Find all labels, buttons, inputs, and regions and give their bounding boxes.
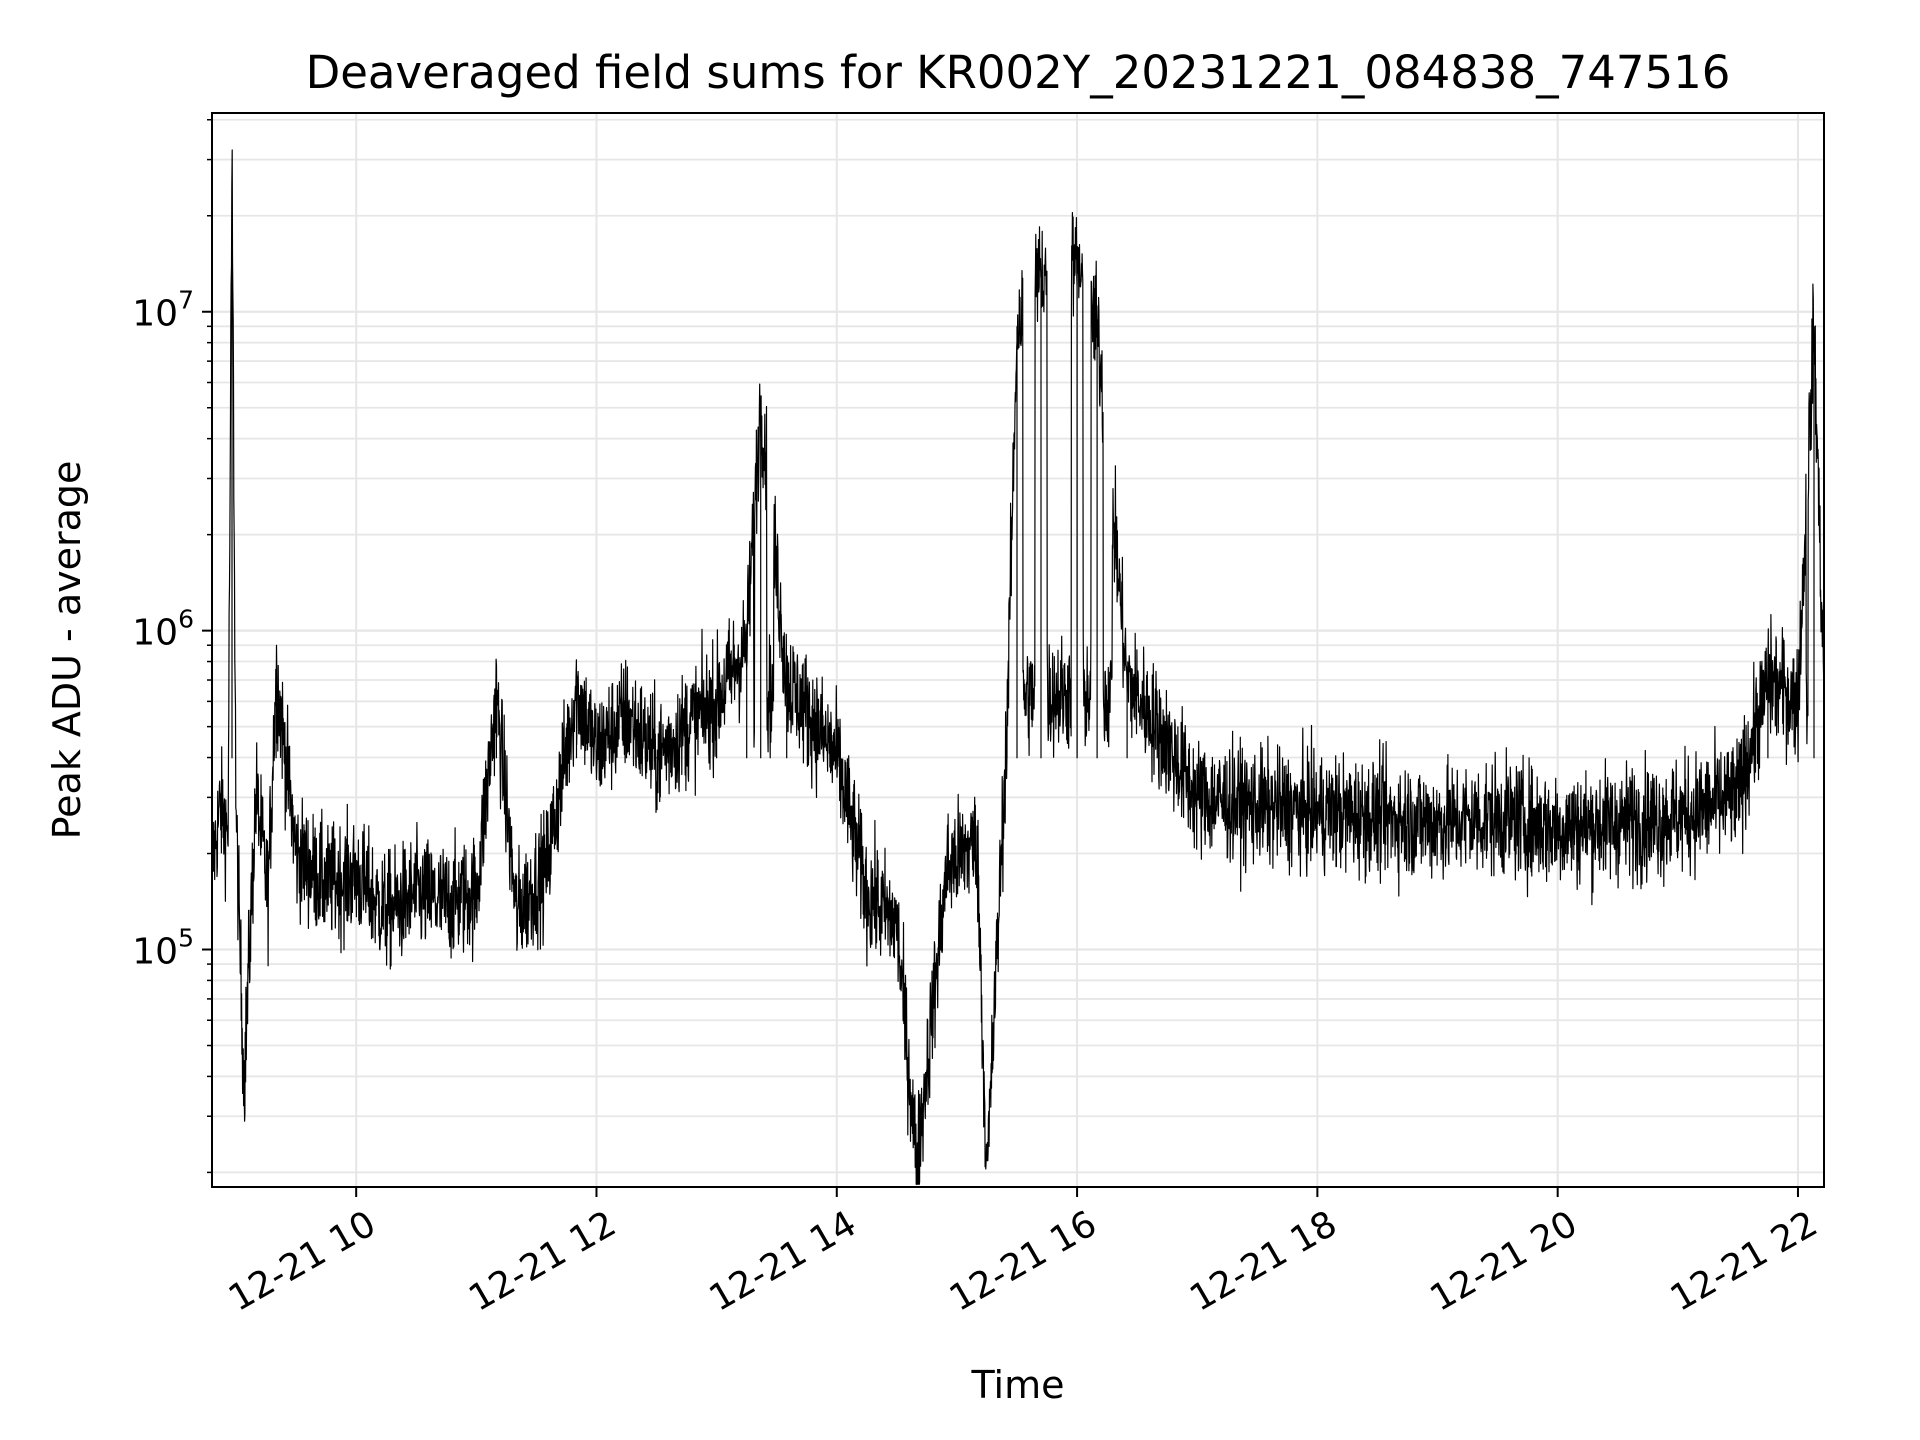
y-tick-label: 105 [132, 924, 194, 973]
x-axis: 12-21 10 12-21 12 12-21 14 12-21 16 12-21 18… [222, 1187, 1824, 1320]
x-tick-label: 12-21 12 [462, 1203, 623, 1319]
series-line [211, 149, 1825, 1185]
y-axis: 105 106 107 [132, 119, 212, 1174]
y-tick-label: 106 [132, 605, 194, 654]
x-tick-label: 12-21 20 [1423, 1203, 1584, 1319]
x-tick-label: 12-21 10 [222, 1203, 383, 1319]
x-tick-label: 12-21 14 [703, 1203, 864, 1319]
x-tick-label: 12-21 22 [1664, 1203, 1825, 1319]
chart-title: Deaveraged field sums for KR002Y_2023122… [306, 46, 1731, 99]
y-tick-label: 107 [132, 286, 194, 335]
x-axis-label: Time [971, 1363, 1065, 1407]
series-path [211, 149, 1825, 1185]
x-tick-label: 12-21 18 [1183, 1203, 1344, 1319]
y-axis-label: Peak ADU - average [45, 461, 89, 840]
x-tick-label: 12-21 16 [943, 1203, 1104, 1319]
grid [212, 113, 1824, 1187]
plot-frame [211, 112, 1825, 1188]
